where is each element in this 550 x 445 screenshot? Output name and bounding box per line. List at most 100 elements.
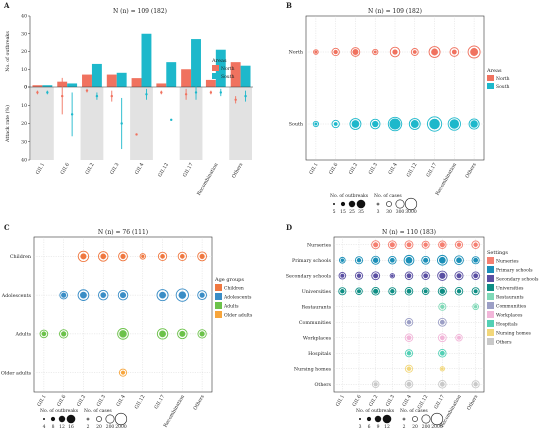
bubble-cases-secondary-schools	[437, 270, 448, 281]
size-legend-label: 5	[333, 209, 336, 215]
bubble-outbreaks-south	[351, 120, 360, 128]
panel-letter-d: D	[286, 223, 292, 232]
bar-south	[215, 49, 226, 87]
legend-swatch	[487, 311, 494, 318]
x-tick-label: GII.6	[56, 394, 67, 408]
attack-rate-point-south	[194, 91, 198, 94]
bottom-y-tick-label: 20	[21, 121, 27, 127]
size-legend-label: 30	[386, 209, 392, 215]
bubble-cases-nurseries	[454, 240, 464, 249]
attack-rate-point-south	[244, 94, 247, 98]
bar-north	[156, 83, 167, 87]
bubble-outbreaks-communities	[406, 320, 412, 325]
x-tick-label: GII.1	[335, 394, 346, 408]
bubble-outbreaks-adolescents	[100, 292, 107, 298]
bubble-cases-nursing-homes	[404, 364, 414, 373]
bar-north	[32, 85, 43, 87]
bubble-outbreaks-south	[314, 122, 318, 126]
bar-north	[230, 62, 241, 87]
size-legend-outbreaks-title: No. of outbreaks	[330, 193, 369, 199]
bubble-outbreaks-north	[412, 50, 417, 54]
attack-rate-point-north	[234, 98, 237, 101]
size-legend-cases-title: No. of cases	[84, 408, 112, 414]
size-legend-ring	[376, 202, 380, 206]
legend-title: Age groups	[214, 277, 244, 283]
size-legend-dot	[333, 203, 335, 205]
legend-swatch	[487, 266, 494, 273]
y-tick-label: Restaurants	[302, 304, 332, 310]
panel-a-top-ylabel: No. of outbreaks	[5, 31, 11, 72]
bubble-outbreaks-primary-schools	[340, 258, 345, 262]
bubble-cases-children	[197, 251, 207, 262]
legend-label: South	[221, 74, 234, 80]
size-legend-cases-title: No. of cases	[374, 193, 402, 199]
size-legend-dot	[66, 414, 76, 424]
legend-label: Restaurants	[496, 295, 524, 301]
x-tick-label: GII.17	[182, 162, 195, 178]
y-tick-label: North	[289, 50, 303, 56]
bubble-cases-universities	[355, 287, 363, 296]
size-legend-label: 2	[87, 424, 90, 430]
legend-label: Children	[224, 286, 244, 292]
panel-c: C N (n) = 76 (111) GII.1 GII.6 GII.2 GII.3 GII…	[1, 223, 253, 430]
legend-swatch	[215, 284, 222, 291]
size-legend-label: 20	[96, 424, 102, 430]
x-tick-label: GII.12	[157, 162, 170, 178]
bubble-outbreaks-restaurants	[440, 304, 445, 309]
size-legend-label: 300	[396, 209, 405, 215]
bubble-outbreaks-nurseries	[406, 242, 412, 248]
bubble-cases-universities	[404, 287, 414, 296]
size-legend-ring	[86, 417, 90, 421]
x-tick-label: GII.17	[425, 162, 438, 178]
bubble-outbreaks-south	[389, 118, 401, 130]
x-tick-label: GII.3	[368, 162, 379, 176]
bubble-outbreaks-universities	[357, 289, 361, 294]
bubble-outbreaks-adolescents	[80, 291, 87, 299]
legend-swatch	[215, 302, 222, 309]
bubble-outbreaks-secondary-schools	[473, 273, 479, 279]
x-tick-label: GII.4	[401, 394, 412, 408]
bubble-outbreaks-children	[199, 253, 205, 259]
size-legend-label: 4	[43, 424, 46, 430]
x-tick-label: GII.2	[348, 162, 359, 176]
bubble-cases-primary-schools	[371, 255, 381, 265]
y-tick-label: Others	[314, 382, 331, 388]
size-legend-label: 6	[368, 424, 371, 430]
bubble-cases-workplaces	[404, 333, 414, 342]
attack-rate-point-north	[85, 89, 89, 92]
panel-a-title: N (n) = 109 (182)	[113, 8, 167, 15]
top-y-tick-label: 0	[24, 85, 27, 91]
bubble-cases-adolescents	[156, 289, 169, 302]
size-legend-label: 16	[68, 424, 74, 430]
bubble-cases-children	[157, 251, 168, 262]
bubble-outbreaks-south	[372, 120, 379, 128]
bubble-cases-universities	[437, 286, 447, 296]
size-legend-label: 2000	[115, 424, 127, 430]
size-legend-label: 12	[384, 424, 390, 430]
bottom-y-tick-label: 40	[21, 158, 27, 164]
bubble-outbreaks-secondary-schools	[356, 273, 362, 278]
bubble-cases-primary-schools	[403, 254, 415, 266]
size-legend-ring	[402, 417, 406, 421]
bubble-outbreaks-north	[470, 48, 479, 56]
x-tick-label: Others	[464, 162, 478, 180]
bubble-outbreaks-nursing-homes	[440, 367, 444, 371]
bubble-outbreaks-children	[120, 253, 126, 259]
panel-a-bottom-ylabel: Attack rate (%)	[4, 105, 11, 143]
bubble-outbreaks-workplaces	[457, 335, 461, 340]
bubble-cases-north	[350, 47, 361, 57]
bubble-outbreaks-nurseries	[423, 242, 428, 247]
bubble-outbreaks-universities	[423, 289, 428, 294]
bubble-outbreaks-older-adults	[120, 370, 126, 375]
size-legend-ring	[421, 414, 431, 424]
x-tick-label: GII.17	[433, 394, 446, 410]
bubble-outbreaks-others	[439, 381, 445, 387]
x-tick-label: GII.4	[115, 394, 126, 408]
bubble-outbreaks-children	[100, 253, 107, 260]
y-tick-label: Secondary schools	[286, 273, 332, 279]
bubble-outbreaks-children	[80, 253, 87, 260]
x-tick-label: GII.2	[368, 394, 379, 408]
bubble-outbreaks-primary-schools	[438, 256, 446, 264]
bubble-outbreaks-primary-schools	[423, 257, 429, 263]
bubble-cases-children	[77, 250, 90, 263]
